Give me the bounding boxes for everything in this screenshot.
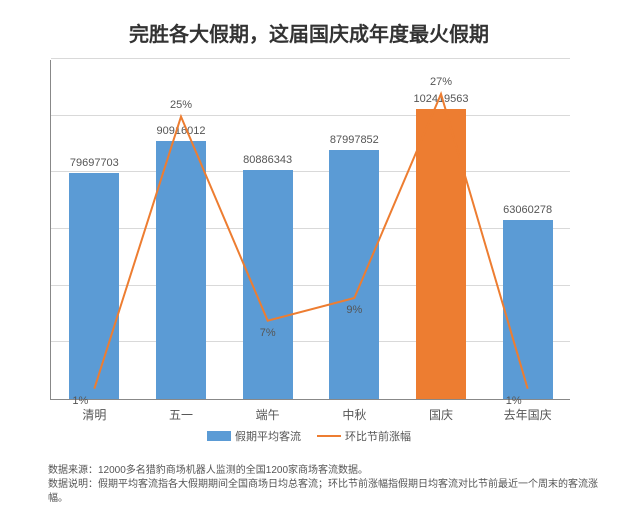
bar-value-label: 63060278: [503, 204, 552, 216]
line-value-label: 7%: [260, 327, 276, 339]
legend-item-bar: 假期平均客流: [207, 428, 301, 444]
gridline: [51, 228, 570, 229]
chart-container: 完胜各大假期，这届国庆成年度最火假期 79697703清明90916012五一8…: [0, 0, 618, 524]
line-value-label: 9%: [346, 304, 362, 316]
line-value-label: 27%: [430, 76, 452, 88]
gridline: [51, 171, 570, 172]
bar-value-label: 80886343: [243, 154, 292, 166]
gridline: [51, 341, 570, 342]
line-series: [51, 60, 571, 400]
bar-value-label: 87997852: [330, 134, 379, 146]
bar: [156, 141, 206, 399]
line-value-label: 1%: [72, 395, 88, 407]
legend-bar-label: 假期平均客流: [235, 428, 301, 444]
category-label: 中秋: [342, 406, 366, 423]
category-label: 五一: [169, 406, 193, 423]
legend-line-label: 环比节前涨幅: [345, 428, 411, 444]
footnote: 数据来源：12000多名猎豹商场机器人监测的全国1200家商场客流数据。 数据说…: [48, 464, 618, 506]
bar: [329, 150, 379, 399]
category-label: 去年国庆: [504, 406, 552, 423]
category-label: 清明: [82, 406, 106, 423]
line-value-label: 1%: [506, 395, 522, 407]
bar-value-label: 90916012: [157, 125, 206, 137]
category-label: 国庆: [429, 406, 453, 423]
category-label: 端午: [256, 406, 280, 423]
gridline: [51, 115, 570, 116]
chart-title: 完胜各大假期，这届国庆成年度最火假期: [0, 18, 618, 47]
footnote-line-1: 数据来源：12000多名猎豹商场机器人监测的全国1200家商场客流数据。: [48, 464, 608, 478]
legend: 假期平均客流 环比节前涨幅: [0, 428, 618, 444]
legend-item-line: 环比节前涨幅: [317, 428, 411, 444]
bar-value-label: 102419563: [413, 93, 468, 105]
bar: [416, 109, 466, 399]
bar: [243, 170, 293, 399]
bar: [69, 173, 119, 399]
gridline: [51, 285, 570, 286]
plot-area: 79697703清明90916012五一80886343端午87997852中秋…: [50, 60, 570, 400]
footnote-line-2: 数据说明：假期平均客流指各大假期期间全国商场日均总客流；环比节前涨幅指假期日均客…: [48, 478, 608, 506]
legend-line-swatch: [317, 435, 341, 437]
line-value-label: 25%: [170, 99, 192, 111]
bar: [503, 220, 553, 399]
bar-value-label: 79697703: [70, 157, 119, 169]
gridline: [51, 58, 570, 59]
legend-bar-swatch: [207, 431, 231, 441]
